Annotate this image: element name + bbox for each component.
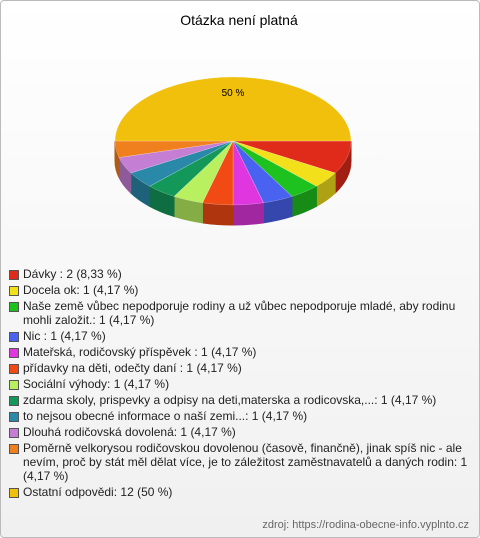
legend-item: Naše země vůbec nepodporuje rodiny a už … [9, 299, 469, 327]
slice [114, 140, 234, 158]
legend-label: zdarma skoly, prispevky a odpisy na deti… [23, 393, 437, 407]
legend-label: Ostatní odpovědi: 12 (50 %) [23, 485, 173, 499]
legend-item: Dávky : 2 (8,33 %) [9, 267, 469, 281]
slice [232, 140, 317, 197]
slice [149, 140, 234, 197]
legend-item: Sociální výhody: 1 (4,17 %) [9, 377, 469, 391]
legend-swatch [9, 302, 19, 312]
legend-item: přídavky na děti, odečty daní : 1 (4,17 … [9, 361, 469, 375]
pie-area: Otázka není platná 50 % [114, 12, 352, 226]
slice [202, 140, 234, 206]
legend-label: Docela ok: 1 (4,17 %) [23, 283, 139, 297]
legend-item: Ostatní odpovědi: 12 (50 %) [9, 485, 469, 499]
legend: Dávky : 2 (8,33 %) Docela ok: 1 (4,17 %) N… [9, 267, 469, 501]
legend-label: to nejsou obecné informace o naší zemi..… [23, 409, 308, 423]
legend-swatch [9, 286, 19, 296]
slice-side [232, 202, 265, 226]
legend-swatch [9, 270, 19, 280]
legend-label: Sociální výhody: 1 (4,17 %) [23, 377, 170, 391]
slice [232, 140, 336, 187]
legend-swatch [9, 332, 19, 342]
legend-swatch [9, 444, 19, 454]
slice [232, 140, 352, 174]
legend-label: Nic : 1 (4,17 %) [23, 329, 106, 343]
data-label: 50 % [222, 88, 245, 99]
legend-item: Nic : 1 (4,17 %) [9, 329, 469, 343]
slice [232, 140, 264, 206]
legend-label: přídavky na děti, odečty daní : 1 (4,17 … [23, 361, 242, 375]
legend-swatch [9, 380, 19, 390]
legend-swatch [9, 412, 19, 422]
slice [118, 140, 234, 174]
legend-label: Naše země vůbec nepodporuje rodiny a už … [23, 299, 456, 327]
source: zdroj: https://rodina-obecne-info.vyplnt… [262, 519, 469, 531]
legend-swatch [9, 428, 19, 438]
legend-swatch [9, 396, 19, 406]
legend-item: zdarma skoly, prispevky a odpisy na deti… [9, 393, 469, 407]
slice [173, 140, 234, 204]
legend-swatch [9, 348, 19, 358]
legend-label: Dávky : 2 (8,33 %) [23, 267, 122, 281]
legend-label: Poměrně velkorysou rodičovskou dovolenou… [23, 441, 468, 483]
legend-item: Poměrně velkorysou rodičovskou dovolenou… [9, 441, 469, 483]
chart-title: Otázka není platná [180, 12, 298, 28]
legend-item: Dlouhá rodičovská dovolená: 1 (4,17 %) [9, 425, 469, 439]
slice-side [201, 202, 234, 226]
slice [232, 140, 293, 204]
legend-item: Docela ok: 1 (4,17 %) [9, 283, 469, 297]
legend-label: Mateřská, rodičovský příspěvek : 1 (4,17… [23, 345, 257, 359]
legend-swatch [9, 364, 19, 374]
slice [114, 76, 352, 142]
legend-swatch [9, 488, 19, 498]
legend-label: Dlouhá rodičovská dovolená: 1 (4,17 %) [23, 425, 236, 439]
legend-item: to nejsou obecné informace o naší zemi..… [9, 409, 469, 423]
slice [130, 140, 234, 187]
legend-item: Mateřská, rodičovský příspěvek : 1 (4,17… [9, 345, 469, 359]
